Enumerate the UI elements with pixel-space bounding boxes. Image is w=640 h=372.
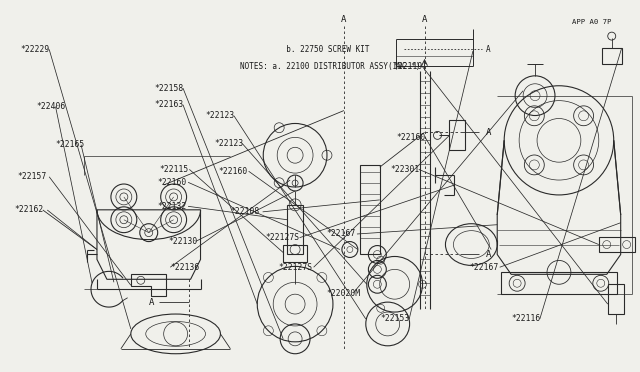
Text: A: A (486, 250, 491, 259)
Text: *22116: *22116 (511, 314, 540, 323)
Text: *22167: *22167 (470, 263, 499, 272)
Text: *22130: *22130 (168, 237, 198, 246)
Text: *22167: *22167 (326, 230, 356, 238)
Text: NOTES: a. 22100 DISTRIBUTOR ASSY(INC.*): NOTES: a. 22100 DISTRIBUTOR ASSY(INC.*) (241, 61, 420, 71)
Text: *22123: *22123 (215, 139, 244, 148)
Text: *22136: *22136 (170, 263, 200, 272)
Text: *22020M: *22020M (326, 289, 360, 298)
Text: A: A (486, 128, 491, 137)
Bar (287, 205, 303, 254)
Bar (283, 244, 307, 262)
Text: *22157: *22157 (17, 172, 47, 181)
Text: *22115: *22115 (159, 165, 189, 174)
Text: *22123: *22123 (205, 111, 234, 121)
Text: A: A (422, 15, 428, 24)
Text: *22301: *22301 (390, 165, 419, 174)
Bar (360, 165, 380, 254)
Text: *22127S: *22127S (266, 233, 300, 242)
Text: *22108: *22108 (231, 207, 260, 217)
Text: *22229: *22229 (20, 45, 50, 54)
Text: *22132: *22132 (157, 202, 187, 211)
Text: *22165: *22165 (56, 140, 85, 149)
Bar (608, 284, 623, 314)
Bar (602, 48, 621, 64)
Text: *22160: *22160 (218, 167, 247, 176)
Bar (449, 121, 465, 150)
Text: *22158: *22158 (154, 84, 184, 93)
Text: *22153: *22153 (381, 314, 410, 323)
Text: b. 22750 SCREW KIT: b. 22750 SCREW KIT (241, 45, 370, 54)
Text: A: A (341, 15, 347, 24)
Text: *22119: *22119 (394, 61, 422, 71)
Text: APP A0 7P: APP A0 7P (572, 19, 612, 25)
Text: *22160: *22160 (396, 133, 426, 142)
Text: *22162: *22162 (14, 205, 44, 215)
Bar (501, 272, 617, 294)
Bar (599, 237, 635, 253)
Text: *22406: *22406 (36, 102, 66, 111)
Text: A: A (148, 298, 154, 307)
Text: *22163: *22163 (154, 100, 184, 109)
Text: *22160: *22160 (157, 178, 187, 187)
Text: A: A (486, 45, 490, 54)
Text: *22127S: *22127S (278, 263, 313, 272)
